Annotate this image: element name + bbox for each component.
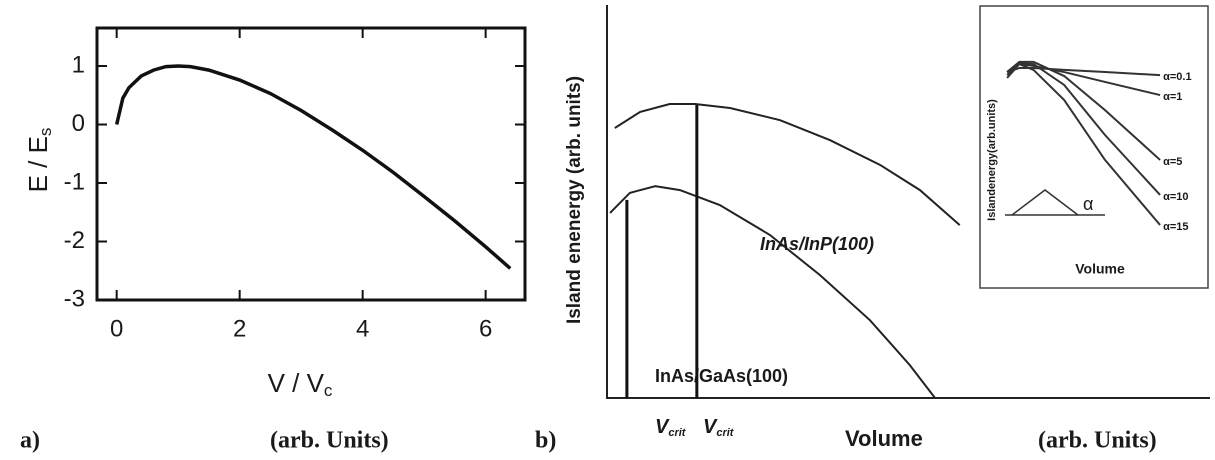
y-tick-label: -1: [64, 168, 85, 195]
x-label-main: V / V: [268, 368, 325, 398]
icon-island: [1011, 189, 1079, 216]
y-axis-label: Island enenergy (arb. units): [564, 76, 585, 324]
critical-label-main: V: [655, 416, 670, 438]
x-tick-label: 0: [110, 315, 123, 342]
series-label: α=10: [1163, 191, 1188, 203]
y-tick-label: 0: [72, 110, 85, 137]
y-tick-label: -3: [64, 285, 85, 312]
inset-x-label: Volume: [1075, 261, 1125, 277]
y-axis-label: E / Es: [23, 128, 56, 193]
caption: a): [20, 428, 40, 454]
critical-label: Vcrit: [703, 416, 735, 439]
series-label: InAs/InP(100): [760, 234, 874, 254]
caption: b): [535, 428, 556, 454]
critical-label-main: V: [703, 416, 718, 438]
series-label: InAs/GaAs(100): [655, 366, 788, 386]
caption: (arb. Units): [270, 428, 389, 454]
series-label: α=15: [1163, 221, 1188, 233]
x-label-sub: c: [324, 381, 333, 400]
curve: [1006, 60, 1161, 161]
x-tick-label: 2: [233, 315, 246, 342]
series-label: α=1: [1163, 91, 1182, 103]
series-label: α=0.1: [1163, 71, 1191, 83]
inset-frame: [979, 5, 1209, 289]
angle-label: α: [1083, 194, 1093, 214]
curve: [1006, 62, 1161, 226]
critical-label: Vcrit: [655, 416, 687, 439]
axes: [606, 5, 1210, 399]
curve: [114, 64, 512, 270]
x-axis-label: V / Vc: [268, 368, 333, 401]
series-label: α=5: [1163, 156, 1182, 168]
x-tick-label: 4: [356, 315, 369, 342]
y-label-main: E / E: [23, 136, 53, 192]
curve: [609, 185, 936, 399]
y-tick-label: -2: [64, 227, 85, 254]
plot-frame: [95, 26, 527, 302]
y-label-sub: s: [36, 128, 55, 137]
inset-y-label: Islandenergy(arb.units): [986, 99, 998, 221]
curve: [614, 103, 961, 226]
x-tick-label: 6: [479, 315, 492, 342]
critical-label-sub: crit: [668, 427, 686, 439]
x-axis-label: Volume: [845, 426, 923, 451]
caption: (arb. Units): [1038, 428, 1157, 454]
critical-label-sub: crit: [716, 427, 734, 439]
y-tick-label: 1: [72, 51, 85, 78]
